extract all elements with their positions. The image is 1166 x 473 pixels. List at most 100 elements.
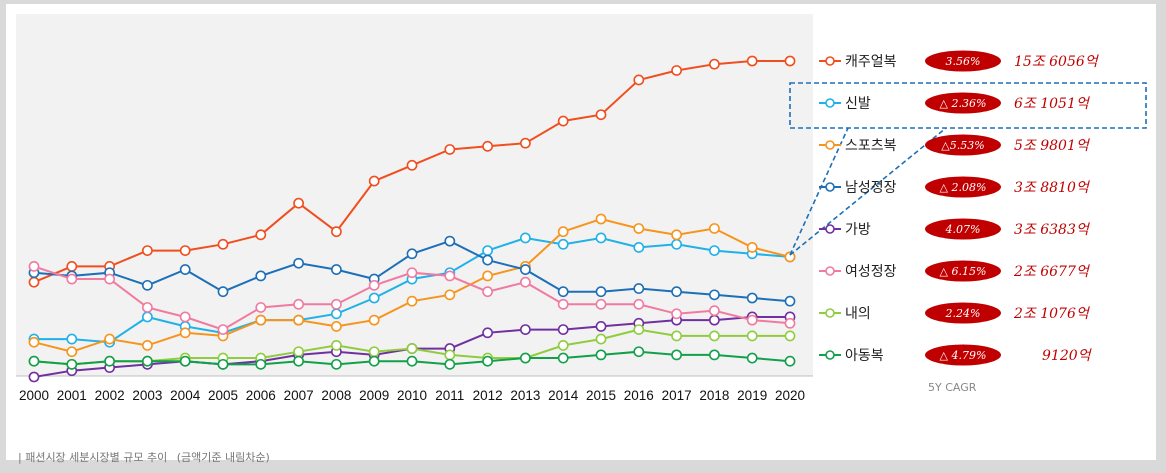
data-point [255,358,267,370]
data-point [709,314,720,326]
x-tick-label: 2014 [548,388,579,403]
data-point [28,276,40,288]
data-point [66,333,78,345]
data-point [557,298,569,310]
data-point [482,140,493,152]
data-point [368,346,380,358]
data-point [633,324,645,335]
caption-subtitle: (금액기준 내림차순) [176,451,270,464]
value-annotation: 6조 1051억 [1014,96,1091,112]
value-annotation: 15조 6056억 [1014,54,1100,70]
data-point [217,324,229,335]
legend-swatch-marker [825,350,835,360]
x-tick-label: 2005 [208,388,238,403]
data-point [671,229,682,241]
legend-item-2: 신발 △ 2.36% 6조 1051억 [819,92,1091,114]
data-point [179,245,191,256]
data-point [482,254,493,266]
data-point [595,232,607,244]
legend-swatch-marker [825,140,835,150]
legend-item-1: 캐주얼복 3.56% 15조 6056억 [819,50,1100,72]
x-tick-label: 2017 [662,388,692,403]
data-point [293,257,304,269]
data-point [482,286,493,298]
data-point [406,267,418,279]
data-point [330,358,342,370]
data-point [66,358,78,370]
data-point [406,295,418,307]
data-point [28,355,40,367]
data-point [520,276,531,288]
data-point [595,298,607,310]
legend-label: 여성정장 [845,264,897,280]
x-tick-label: 2010 [397,388,427,403]
legend-item-3: 스포츠복 △5.53% 5조 9801억 [819,134,1091,156]
data-point [671,349,682,361]
data-point [520,324,531,335]
line-chart: 2000 2001 2002 2003 2004 2005 2006 2007 2008 2009… [16,14,1147,403]
data-point [217,358,229,370]
data-point [406,159,418,171]
data-point [633,74,645,86]
legend-label: 남성정장 [845,180,897,196]
data-point [406,343,418,354]
cagr-badge-label: 4.07% [945,223,981,236]
data-point [520,232,531,244]
data-point [406,248,418,260]
data-point [293,355,304,367]
data-point [141,355,153,367]
data-point [179,311,191,323]
data-point [557,115,569,127]
legend-item-5: 가방 4.07% 3조 6383억 [819,218,1091,240]
data-point [66,346,78,358]
data-point [709,305,720,317]
cagr-badge-label: 2.24% [945,307,981,320]
data-point [671,330,682,342]
data-point [633,223,645,234]
cagr-badge-label: △ 2.36% [940,97,987,110]
data-point [633,283,645,294]
data-point [709,330,720,342]
legend-swatch-marker [825,56,835,66]
x-tick-label: 2002 [95,388,125,403]
legend-label: 스포츠복 [845,138,897,154]
legend-label: 가방 [845,222,871,238]
caption: | 패션시장 세분시장별 규모 추이 (금액기준 내림차순) [18,449,276,465]
data-point [595,109,607,121]
x-tick-label: 2020 [775,388,805,403]
data-point [746,314,758,326]
x-tick-label: 2001 [57,388,87,403]
x-tick-label: 2018 [699,388,729,403]
data-point [482,327,493,339]
data-point [784,55,796,67]
x-tick-label: 2008 [321,388,351,403]
data-point [28,371,40,383]
data-point [444,349,456,361]
data-point [709,58,720,70]
legend-label: 캐주얼복 [845,54,897,70]
cagr-badge [925,50,1001,72]
data-point [217,286,229,298]
data-point [444,358,456,370]
value-annotation: 2조 1076억 [1013,306,1091,322]
data-point [671,286,682,298]
data-point [520,264,531,275]
data-point [28,336,40,348]
data-point [520,137,531,149]
data-point [330,298,342,310]
data-point [368,279,380,291]
cagr-badge [925,260,1001,282]
x-tick-label: 2009 [359,388,389,403]
data-point [709,289,720,301]
data-point [557,238,569,250]
data-point [179,355,191,367]
cagr-badge [925,218,1001,240]
legend-label: 내의 [845,306,871,322]
data-point [784,251,796,263]
data-point [784,330,796,342]
data-point [255,229,267,241]
cagr-badge [925,302,1001,324]
data-point [520,352,531,364]
data-point [330,321,342,332]
x-tick-label: 2000 [19,388,49,403]
